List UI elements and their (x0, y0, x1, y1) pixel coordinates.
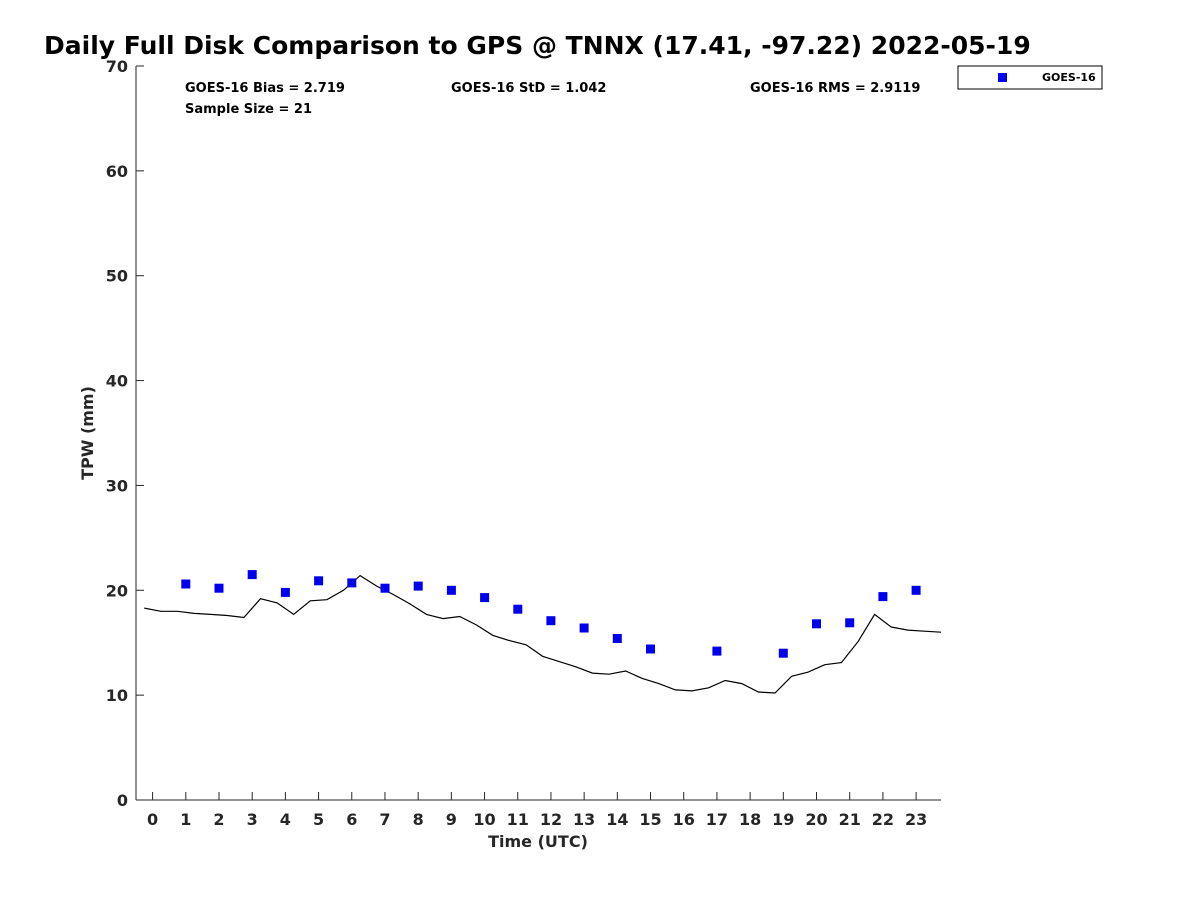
x-tick-label: 13 (573, 810, 595, 829)
rms-stat: GOES-16 RMS = 2.9119 (750, 81, 920, 96)
y-tick-label: 30 (106, 476, 128, 495)
y-tick-label: 20 (106, 581, 128, 600)
x-tick-label: 11 (507, 810, 529, 829)
y-axis-ticks: 0 10 20 30 40 50 60 70 (106, 57, 144, 810)
x-tick-label: 2 (213, 810, 224, 829)
goes16-point (546, 616, 556, 626)
y-axis-label: TPW (mm) (78, 386, 97, 480)
x-tick-label: 9 (446, 810, 457, 829)
x-tick-label: 14 (606, 810, 628, 829)
bias-stat: GOES-16 Bias = 2.719 (185, 81, 345, 96)
goes16-point (413, 581, 423, 591)
x-tick-label: 0 (147, 810, 158, 829)
y-tick-label: 70 (106, 57, 128, 76)
goes16-point (579, 623, 589, 633)
x-tick-label: 1 (180, 810, 191, 829)
goes16-point (480, 593, 490, 603)
goes16-point (812, 619, 821, 629)
goes16-point (380, 583, 390, 593)
goes16-point (612, 634, 622, 643)
x-tick-label: 8 (413, 810, 424, 829)
x-axis-label: Time (UTC) (488, 832, 588, 851)
goes16-point (513, 604, 523, 614)
x-tick-label: 3 (247, 810, 258, 829)
x-tick-label: 12 (540, 810, 562, 829)
x-tick-label: 20 (805, 810, 827, 829)
x-tick-label: 22 (872, 810, 894, 829)
legend-box (957, 65, 1103, 90)
goes16-point (646, 644, 655, 654)
x-tick-label: 18 (739, 810, 761, 829)
x-axis-ticks: 0 1 2 3 4 5 6 7 8 9 10 11 12 13 14 15 16 17 18 19 20 21 22 23 (147, 792, 927, 829)
x-tick-label: 17 (706, 810, 728, 829)
goes16-point (446, 585, 456, 595)
chart-title: Daily Full Disk Comparison to GPS @ TNNX… (44, 31, 1031, 60)
gps-tpw-line (144, 574, 942, 694)
goes16-point (712, 646, 722, 656)
y-tick-label: 0 (117, 791, 128, 810)
y-tick-label: 50 (106, 267, 128, 286)
goes16-point (778, 648, 788, 658)
std-stat: GOES-16 StD = 1.042 (451, 81, 606, 96)
goes16-point (214, 583, 224, 593)
y-tick-label: 60 (106, 162, 128, 181)
series-layer (144, 570, 942, 694)
x-tick-label: 16 (673, 810, 695, 829)
x-tick-label: 15 (639, 810, 661, 829)
goes16-point (181, 579, 191, 589)
goes16-point (347, 578, 357, 588)
legend-marker (998, 73, 1007, 82)
goes16-point (911, 585, 921, 595)
x-tick-label: 6 (346, 810, 357, 829)
x-tick-label: 23 (905, 810, 927, 829)
legend: GOES-16 (957, 65, 1103, 90)
y-tick-label: 40 (106, 372, 128, 391)
goes16-point (878, 592, 888, 602)
y-tick-label: 10 (106, 686, 128, 705)
goes16-point (314, 576, 324, 586)
goes16-point (280, 587, 290, 597)
legend-label: GOES-16 (1042, 71, 1096, 84)
x-tick-label: 21 (839, 810, 861, 829)
goes16-point (845, 618, 855, 628)
x-tick-label: 19 (772, 810, 794, 829)
x-tick-label: 10 (473, 810, 495, 829)
sample-size-stat: Sample Size = 21 (185, 102, 312, 117)
goes16-point (247, 570, 257, 580)
x-tick-label: 7 (379, 810, 390, 829)
x-tick-label: 4 (280, 810, 291, 829)
x-tick-label: 5 (313, 810, 324, 829)
